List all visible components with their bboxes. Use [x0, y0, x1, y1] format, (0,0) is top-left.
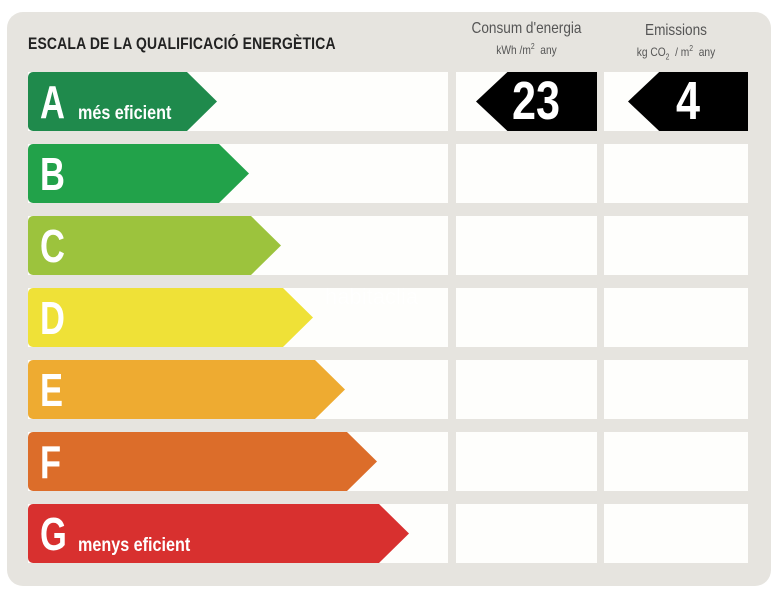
consumption-cell	[456, 216, 597, 275]
emissions-label: Emissions	[645, 22, 707, 39]
consumption-header: Consum d'energia kWh /m2 any	[467, 20, 587, 57]
rating-letter: C	[40, 220, 65, 272]
emissions-cell	[604, 216, 748, 275]
rating-letter: D	[40, 292, 65, 344]
rating-caption: menys eficient	[78, 535, 191, 556]
emissions-cell	[604, 288, 748, 347]
emissions-cell	[604, 432, 748, 491]
consumption-label: Consum d'energia	[471, 20, 582, 37]
emissions-cell	[604, 504, 748, 563]
rating-caption: més eficient	[78, 103, 172, 124]
emissions-cell	[604, 360, 748, 419]
rating-bar-c: C	[28, 216, 281, 275]
emissions-unit: kg CO2 / m2 any	[636, 44, 716, 62]
rating-letter: B	[40, 148, 65, 200]
consumption-cell	[456, 504, 597, 563]
emissions-header: Emissions kg CO2 / m2 any	[615, 22, 737, 61]
consumption-cell	[456, 360, 597, 419]
consumption-unit: kWh /m2 any	[496, 42, 557, 57]
rating-letter: F	[40, 436, 62, 488]
label-title: ESCALA DE LA QUALIFICACIÓ ENERGÈTICA	[28, 34, 336, 53]
rating-bar-d: D	[28, 288, 313, 347]
rating-letter: E	[40, 364, 64, 416]
rating-bar-f: F	[28, 432, 377, 491]
rating-bar-e: E	[28, 360, 345, 419]
rating-letter: A	[40, 76, 65, 128]
rating-letter: G	[40, 508, 67, 560]
consumption-cell	[456, 288, 597, 347]
emissions-cell	[604, 144, 748, 203]
watermark: habitaclia	[325, 284, 418, 309]
rating-bar-b: B	[28, 144, 249, 203]
consumption-cell	[456, 432, 597, 491]
consumption-cell	[456, 144, 597, 203]
